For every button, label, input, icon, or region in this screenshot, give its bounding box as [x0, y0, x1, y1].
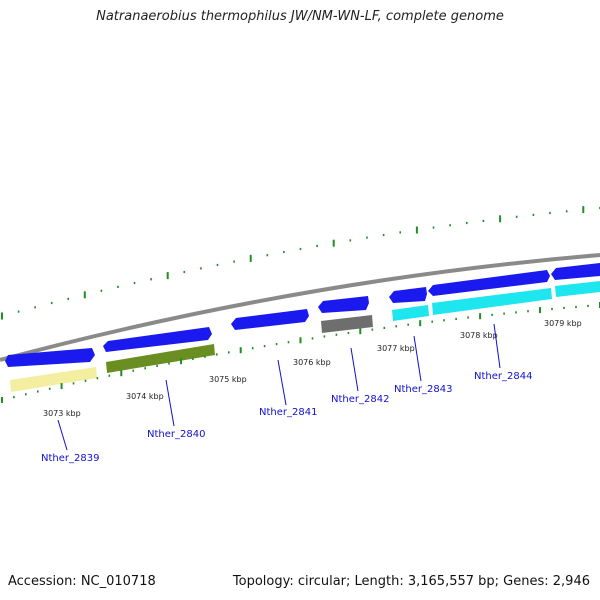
gene-arrow[interactable] [318, 296, 369, 313]
leader-line [350, 347, 359, 392]
map-title: Natranaerobius thermophilus JW/NM-WN-LF,… [96, 9, 504, 24]
gene-arrow[interactable] [5, 348, 95, 367]
genome-backbone [0, 253, 600, 362]
forward-strand-genes [5, 263, 600, 367]
kbp-label: 3079 kbp [544, 319, 582, 328]
kbp-label: 3076 kbp [293, 358, 331, 367]
gene-label[interactable]: Nther_2841 [259, 407, 317, 418]
gene-label[interactable]: Nther_2843 [394, 384, 452, 395]
gene-block-olive[interactable] [106, 344, 215, 373]
kbp-label: 3077 kbp [377, 344, 415, 353]
gene-block-hypothetical[interactable] [10, 367, 97, 392]
kbp-label: 3075 kbp [209, 375, 247, 384]
reverse-strand-genes [10, 281, 600, 392]
gene-block-cyan[interactable] [432, 288, 552, 315]
gene-arrow[interactable] [551, 263, 600, 280]
gene-label[interactable]: Nther_2842 [331, 394, 389, 405]
gene-block-cyan[interactable] [555, 281, 600, 297]
gene-block-cyan[interactable] [392, 305, 429, 321]
gene-label[interactable]: Nther_2844 [474, 371, 532, 382]
gene-label[interactable]: Nther_2839 [41, 453, 99, 464]
gene-block-gray[interactable] [321, 315, 373, 333]
gene-arrow[interactable] [231, 309, 309, 330]
kbp-label: 3078 kbp [460, 331, 498, 340]
kbp-label: 3074 kbp [126, 392, 164, 401]
leader-line [57, 419, 68, 451]
accession-text: Accession: NC_010718 [8, 574, 156, 589]
gene-labels: Nther_2839 Nther_2840 Nther_2841 Nther_2… [41, 371, 532, 464]
kbp-label: 3073 kbp [43, 409, 81, 418]
leader-line [413, 335, 422, 382]
gene-leader-lines [57, 323, 501, 451]
leader-line [277, 359, 287, 406]
leader-line [165, 379, 175, 427]
genome-summary-text: Topology: circular; Length: 3,165,557 bp… [232, 574, 590, 589]
leader-line [493, 323, 501, 369]
kbp-scale: 3073 kbp 3074 kbp 3075 kbp 3076 kbp 3077… [43, 319, 582, 418]
inner-tick-ring [1, 302, 600, 403]
gene-arrow[interactable] [389, 287, 427, 303]
gene-label[interactable]: Nther_2840 [147, 429, 205, 440]
gene-arrow[interactable] [428, 270, 550, 296]
gene-arrow[interactable] [103, 327, 212, 352]
outer-tick-ring [1, 206, 600, 320]
